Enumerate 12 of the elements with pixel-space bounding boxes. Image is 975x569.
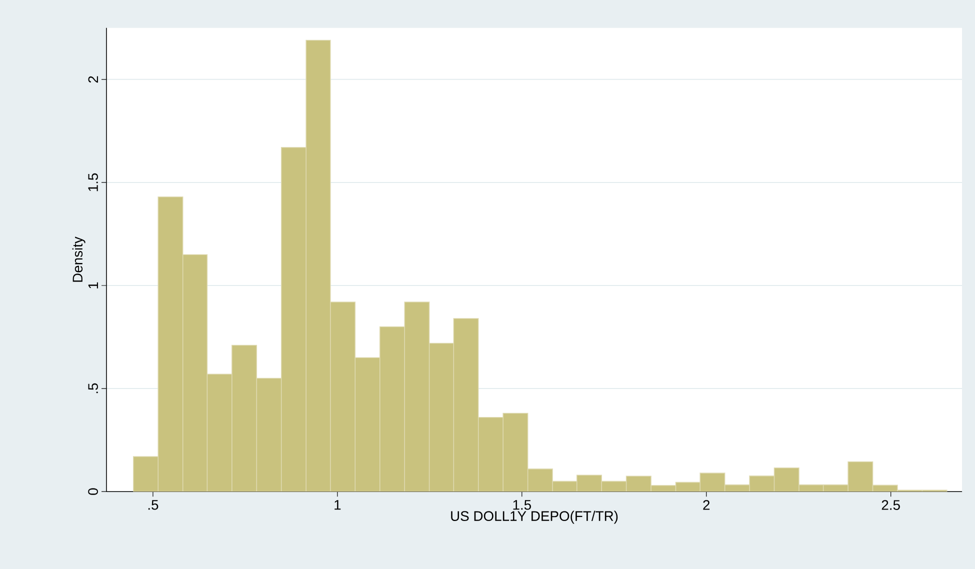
y-tick-label: 2 — [88, 76, 98, 82]
x-tick-label: 2.5 — [882, 500, 900, 510]
y-axis-title: Density — [72, 236, 86, 282]
y-tick-label: .5 — [88, 383, 98, 393]
x-tick-label: 1 — [334, 500, 341, 510]
y-tick-label: 1 — [88, 282, 98, 288]
y-tick-label: 1.5 — [88, 173, 98, 191]
x-axis-title: US DOLL1Y DEPO(FT/TR) — [451, 510, 618, 524]
x-tick-label: 2 — [703, 500, 710, 510]
y-tick-label: 0 — [88, 488, 98, 495]
x-tick-label: .5 — [148, 500, 158, 510]
x-tick-label: 1.5 — [513, 500, 531, 510]
